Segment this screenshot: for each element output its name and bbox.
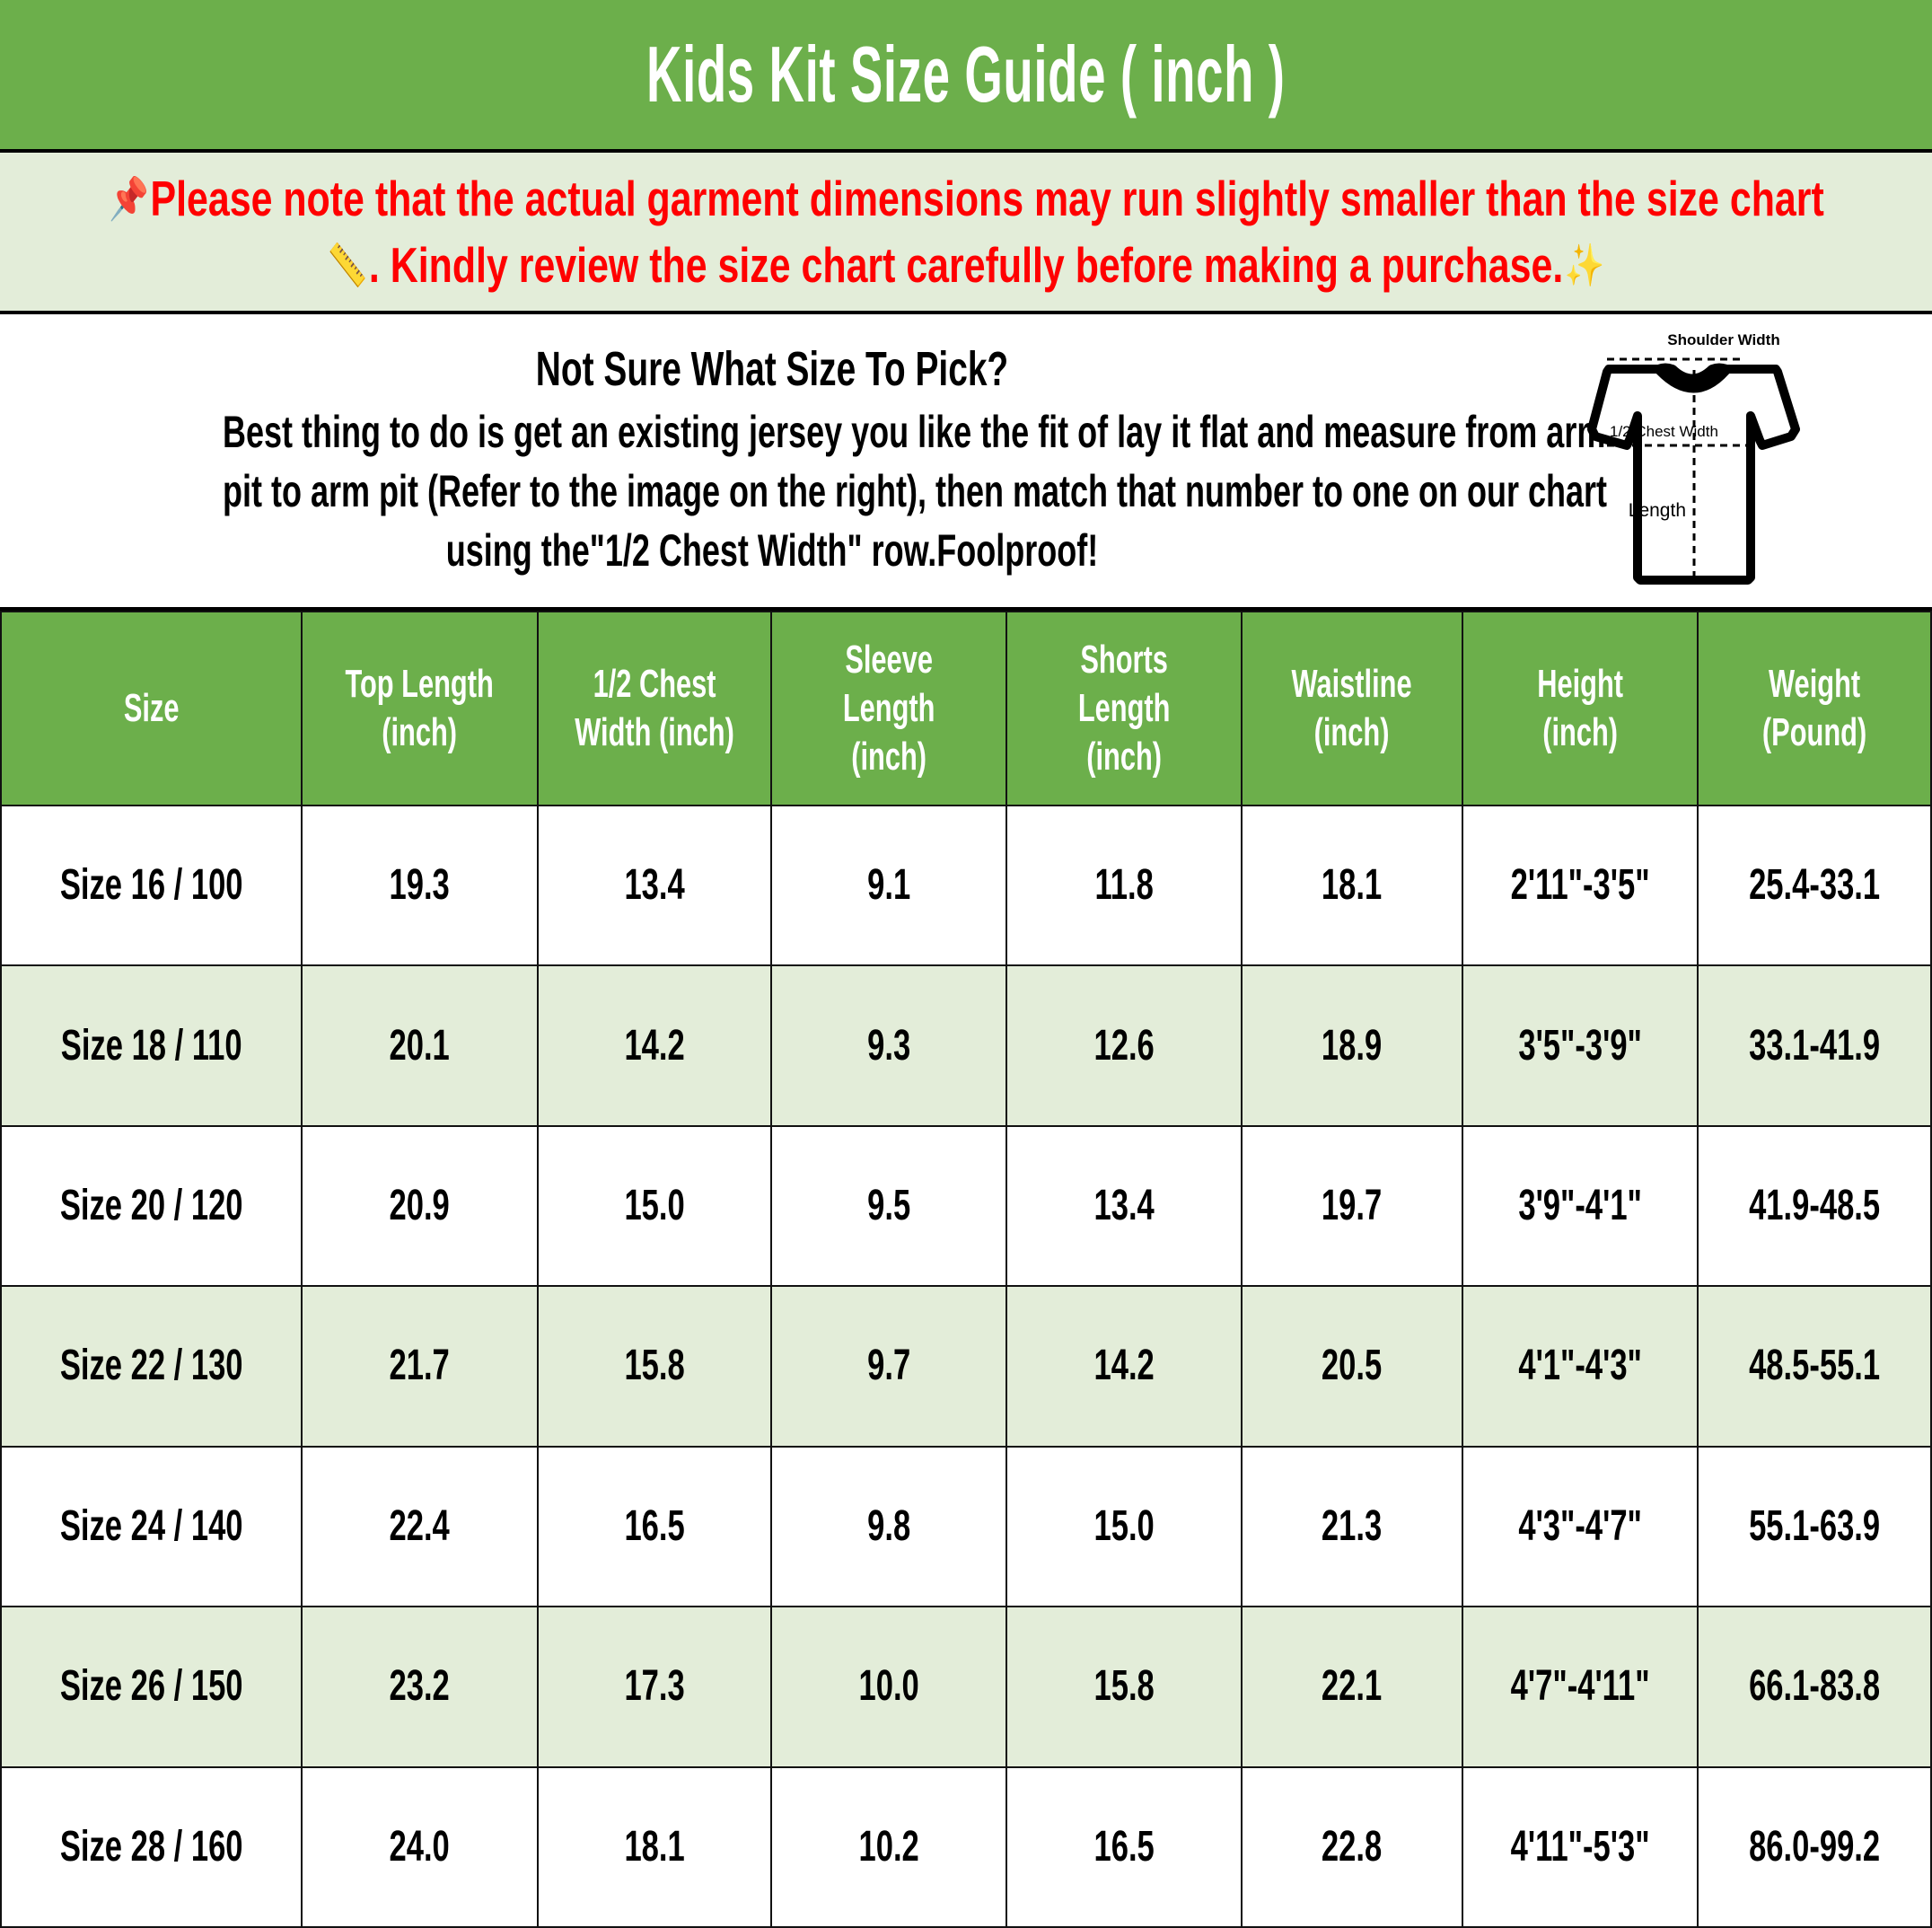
column-header-shorts-length: Shorts Length (inch)	[1006, 611, 1243, 806]
tshirt-measurement-diagram: Shoulder Width 1/2 Chest Width Length	[1544, 326, 1903, 595]
cell-weight: 55.1-63.9	[1696, 1445, 1932, 1608]
cell-half-chest-width: 15.0	[536, 1124, 772, 1288]
notice-line-2-text: . Kindly review the size chart carefully…	[368, 237, 1564, 293]
cell-size: Size 18 / 110	[0, 964, 303, 1127]
cell-half-chest-width: 17.3	[536, 1606, 772, 1768]
cell-sleeve-length: 10.2	[769, 1765, 1008, 1928]
notice-line-1-text: Please note that the actual garment dime…	[150, 170, 1825, 226]
cell-half-chest-width: 14.2	[536, 964, 772, 1127]
cell-shorts-length: 15.0	[1006, 1445, 1243, 1608]
cell-height: 4'3"-4'7"	[1461, 1445, 1699, 1608]
sizing-advice-line-1: Best thing to do is get an existing jers…	[223, 407, 1606, 458]
notice-line-2: 📏 . Kindly review the size chart careful…	[326, 232, 1606, 298]
cell-half-chest-width: 15.8	[536, 1285, 772, 1448]
table-row: Size 28 / 160 24.0 18.1 10.2 16.5 22.8 4…	[0, 1765, 1932, 1928]
table-header: Size Top Length (inch) 1/2 Chest Width (…	[0, 611, 1932, 806]
info-banner: Not Sure What Size To Pick? Best thing t…	[0, 314, 1932, 611]
cell-weight: 66.1-83.8	[1696, 1606, 1932, 1768]
tshirt-icon: Shoulder Width 1/2 Chest Width Length	[1587, 331, 1800, 585]
pushpin-icon: 📌	[109, 174, 150, 222]
cell-shorts-length: 11.8	[1006, 804, 1243, 967]
cell-shorts-length: 12.6	[1006, 964, 1243, 1127]
column-header-weight: Weight (Pound)	[1696, 611, 1932, 806]
table-row: Size 20 / 120 20.9 15.0 9.5 13.4 19.7 3'…	[0, 1124, 1932, 1288]
column-header-sleeve-length: Sleeve Length (inch)	[769, 611, 1008, 806]
cell-shorts-length: 13.4	[1006, 1124, 1243, 1288]
cell-top-length: 20.9	[301, 1124, 539, 1288]
cell-waistline: 22.1	[1241, 1606, 1463, 1768]
cell-height: 2'11"-3'5"	[1461, 804, 1699, 967]
sizing-advice-line-3: using the"1/2 Chest Width" row.Foolproof…	[445, 525, 1099, 577]
cell-sleeve-length: 9.7	[769, 1285, 1008, 1448]
cell-weight: 33.1-41.9	[1696, 964, 1932, 1127]
cell-sleeve-length: 9.1	[769, 804, 1008, 967]
title-banner: Kids Kit Size Guide ( inch )	[0, 0, 1932, 153]
table-header-row: Size Top Length (inch) 1/2 Chest Width (…	[0, 611, 1932, 806]
table-row: Size 26 / 150 23.2 17.3 10.0 15.8 22.1 4…	[0, 1606, 1932, 1768]
cell-size: Size 28 / 160	[0, 1765, 303, 1928]
cell-half-chest-width: 18.1	[536, 1765, 772, 1928]
cell-top-length: 22.4	[301, 1445, 539, 1608]
cell-top-length: 19.3	[301, 804, 539, 967]
page-title: Kids Kit Size Guide ( inch )	[646, 30, 1286, 119]
sizing-advice-heading: Not Sure What Size To Pick?	[535, 341, 1009, 396]
cell-top-length: 21.7	[301, 1285, 539, 1448]
length-label: Length	[1629, 500, 1686, 521]
cell-size: Size 16 / 100	[0, 804, 303, 967]
cell-sleeve-length: 9.8	[769, 1445, 1008, 1608]
table-body: Size 16 / 100 19.3 13.4 9.1 11.8 18.1 2'…	[0, 804, 1932, 1928]
cell-sleeve-length: 9.3	[769, 964, 1008, 1127]
column-header-waistline: Waistline (inch)	[1241, 611, 1463, 806]
chest-width-label: 1/2 Chest Width	[1610, 423, 1718, 440]
cell-weight: 25.4-33.1	[1696, 804, 1932, 967]
cell-half-chest-width: 13.4	[536, 804, 772, 967]
column-header-half-chest-width: 1/2 Chest Width (inch)	[536, 611, 772, 806]
sizing-advice-line-2: pit to arm pit (Refer to the image on th…	[223, 466, 1608, 517]
cell-weight: 48.5-55.1	[1696, 1285, 1932, 1448]
cell-top-length: 20.1	[301, 964, 539, 1127]
cell-shorts-length: 16.5	[1006, 1765, 1243, 1928]
table-row: Size 22 / 130 21.7 15.8 9.7 14.2 20.5 4'…	[0, 1285, 1932, 1448]
table-row: Size 18 / 110 20.1 14.2 9.3 12.6 18.9 3'…	[0, 964, 1932, 1127]
cell-height: 4'7"-4'11"	[1461, 1606, 1699, 1768]
sizing-advice: Not Sure What Size To Pick? Best thing t…	[0, 341, 1608, 580]
cell-weight: 41.9-48.5	[1696, 1124, 1932, 1288]
cell-waistline: 18.9	[1241, 964, 1463, 1127]
size-chart-table: Size Top Length (inch) 1/2 Chest Width (…	[0, 611, 1932, 1928]
column-header-top-length: Top Length (inch)	[301, 611, 539, 806]
cell-size: Size 24 / 140	[0, 1445, 303, 1608]
notice-banner: 📌 Please note that the actual garment di…	[0, 153, 1932, 314]
cell-sleeve-length: 10.0	[769, 1606, 1008, 1768]
cell-half-chest-width: 16.5	[536, 1445, 772, 1608]
notice-line-1: 📌 Please note that the actual garment di…	[108, 165, 1825, 232]
sparkles-icon: ✨	[1564, 242, 1605, 289]
cell-waistline: 20.5	[1241, 1285, 1463, 1448]
table-row: Size 16 / 100 19.3 13.4 9.1 11.8 18.1 2'…	[0, 804, 1932, 967]
cell-height: 3'9"-4'1"	[1461, 1124, 1699, 1288]
cell-size: Size 26 / 150	[0, 1606, 303, 1768]
cell-top-length: 23.2	[301, 1606, 539, 1768]
cell-height: 4'11"-5'3"	[1461, 1765, 1699, 1928]
cell-top-length: 24.0	[301, 1765, 539, 1928]
ruler-icon: 📏	[327, 242, 368, 289]
shoulder-width-label: Shoulder Width	[1667, 331, 1779, 348]
cell-height: 3'5"-3'9"	[1461, 964, 1699, 1127]
column-header-size: Size	[0, 611, 303, 806]
column-header-height: Height (inch)	[1461, 611, 1699, 806]
cell-waistline: 21.3	[1241, 1445, 1463, 1608]
cell-shorts-length: 15.8	[1006, 1606, 1243, 1768]
cell-waistline: 19.7	[1241, 1124, 1463, 1288]
cell-waistline: 22.8	[1241, 1765, 1463, 1928]
cell-sleeve-length: 9.5	[769, 1124, 1008, 1288]
table-row: Size 24 / 140 22.4 16.5 9.8 15.0 21.3 4'…	[0, 1445, 1932, 1608]
cell-waistline: 18.1	[1241, 804, 1463, 967]
cell-weight: 86.0-99.2	[1696, 1765, 1932, 1928]
cell-height: 4'1"-4'3"	[1461, 1285, 1699, 1448]
cell-size: Size 22 / 130	[0, 1285, 303, 1448]
cell-shorts-length: 14.2	[1006, 1285, 1243, 1448]
cell-size: Size 20 / 120	[0, 1124, 303, 1288]
